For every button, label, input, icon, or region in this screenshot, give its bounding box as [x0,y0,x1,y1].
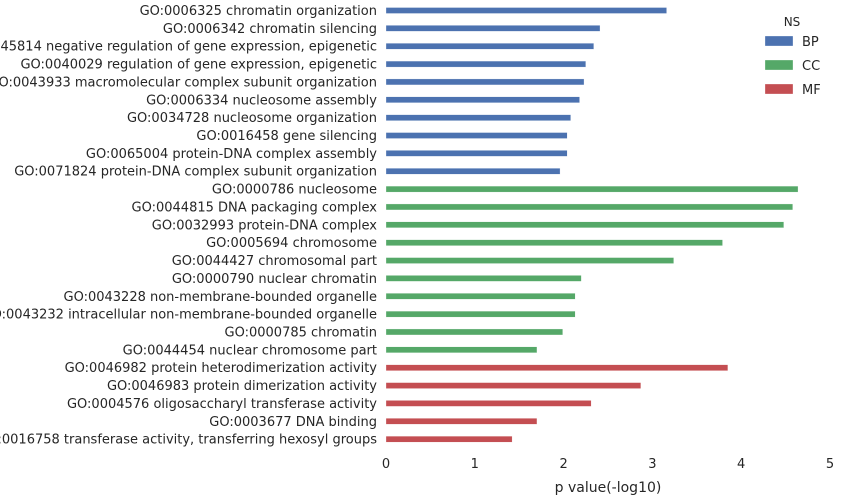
bar-mf [385,400,592,407]
x-tick-label: 1 [471,457,479,472]
bar-bp [385,150,568,157]
bar-bp [385,7,667,14]
category-label: GO:0016758 transferase activity, transfe… [0,433,377,448]
category-label: GO:0046983 protein dimerization activity [107,379,377,394]
bar-bp [385,60,586,68]
category-label: GO:0004576 oligosaccharyl transferase ac… [67,397,377,412]
bar-cc [385,310,576,318]
x-axis-label: p value(-log10) [555,480,662,496]
bar-cc [385,257,674,264]
category-label: GO:0000790 nuclear chromatin [172,272,377,287]
bar-bp [385,25,601,32]
category-label: GO:0006325 chromatin organization [140,4,377,19]
bar-cc [385,239,723,246]
bar-cc [385,221,784,228]
category-label: GO:0043228 non-membrane-bounded organell… [64,290,378,305]
x-tick-label: 4 [737,457,745,472]
bar-bp [385,168,561,175]
legend-swatch-mf [764,83,794,95]
bar-bp [385,114,571,121]
legend-swatch-bp [764,35,794,47]
category-label: GO:0032993 protein-DNA complex [152,218,378,233]
category-label: GO:0000786 nucleosome [212,183,377,198]
bar-bp [385,78,585,86]
legend-label-cc: CC [802,59,820,74]
category-label: GO:0006334 nucleosome assembly [146,93,377,108]
category-label: GO:0044815 DNA packaging complex [132,200,378,215]
legend-label-bp: BP [802,35,819,50]
bar-cc [385,185,799,193]
category-label: GO:0044427 chromosomal part [172,254,377,269]
bar-mf [385,364,729,371]
category-label: GO:0000785 chromatin [225,325,377,340]
bar-cc [385,275,582,282]
legend-swatch-cc [764,59,794,71]
bar-mf [385,418,538,425]
category-label: GO:0046982 protein heterodimerization ac… [65,361,378,376]
category-label: GO:0005694 chromosome [206,236,377,251]
bar-cc [385,203,793,211]
category-label: GO:0043933 macromolecular complex subuni… [0,75,377,90]
x-tick-label: 5 [826,457,834,472]
bar-cc [385,346,538,353]
category-label: GO:0006342 chromatin silencing [163,22,377,37]
category-label: GO:0040029 regulation of gene expression… [20,58,377,73]
category-label: GO:0065004 protein-DNA complex assembly [86,147,377,162]
category-label: GO:0003677 DNA binding [209,415,377,430]
bar-mf [385,435,513,443]
bar-cc [385,293,576,300]
legend-title: NS [784,15,801,29]
category-label: GO:0016458 gene silencing [196,129,377,144]
x-tick-label: 3 [648,457,656,472]
legend-label-mf: MF [802,83,821,98]
x-tick-label: 0 [382,457,390,472]
bar-bp [385,96,580,103]
bar-cc [385,328,563,336]
bar-bp [385,132,568,139]
category-label: GO:0034728 nucleosome organization [127,111,377,126]
category-label: GO:0044454 nuclear chromosome part [123,343,377,358]
category-label: GO:0045814 negative regulation of gene e… [0,40,377,55]
category-label: GO:0071824 protein-DNA complex subunit o… [14,165,377,180]
x-tick-label: 2 [559,457,567,472]
category-label: GO:0043232 intracellular non-membrane-bo… [0,308,377,323]
bar-bp [385,43,594,50]
bar-mf [385,382,642,389]
